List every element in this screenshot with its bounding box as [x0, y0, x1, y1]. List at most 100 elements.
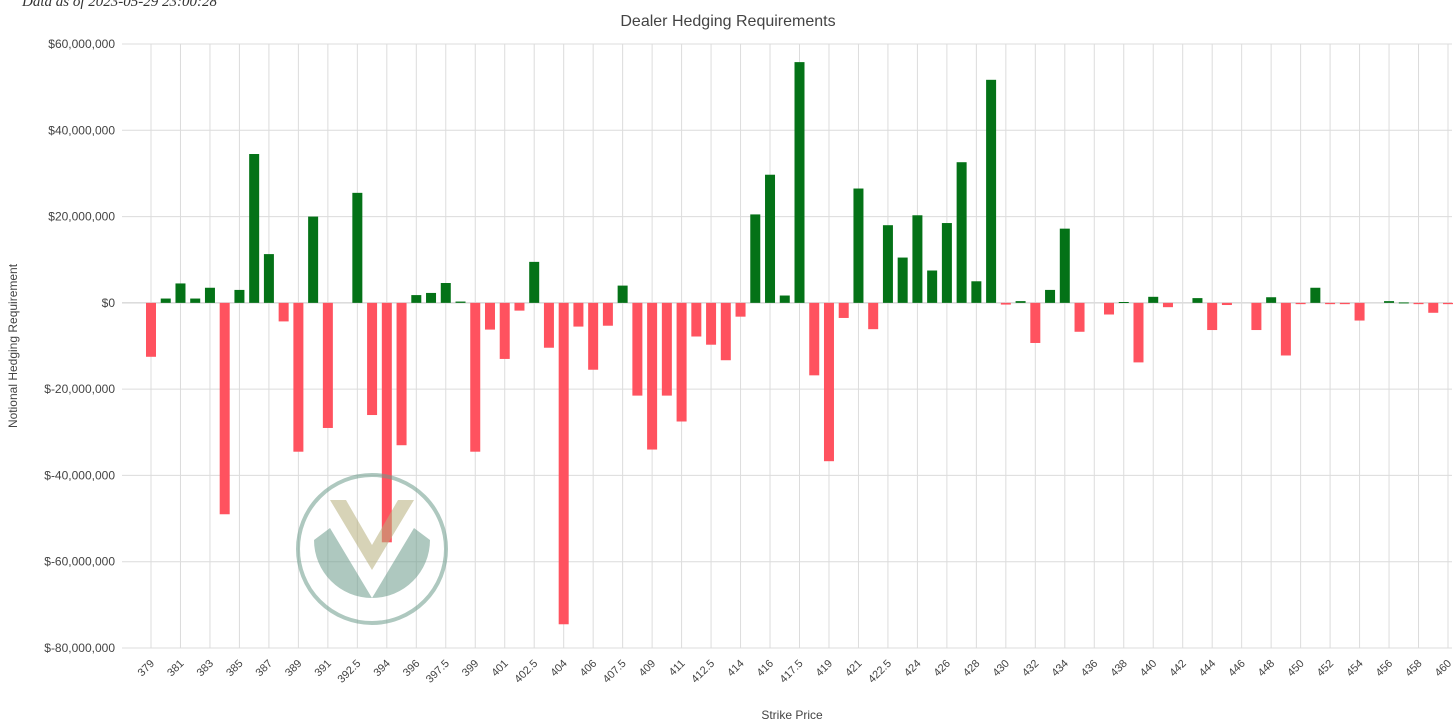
- bar-409: [632, 302, 643, 396]
- x-tick-label: 432: [1020, 658, 1041, 679]
- x-tick-label: 446: [1226, 658, 1247, 679]
- bar-421: [838, 302, 849, 318]
- bar-454: [1339, 302, 1350, 305]
- bar-429: [971, 281, 982, 303]
- x-tick-label: 397.5: [424, 658, 452, 686]
- bar-408: [617, 285, 628, 303]
- y-tick-label: $-20,000,000: [44, 382, 115, 396]
- y-tick-label: $0: [102, 296, 116, 310]
- x-tick-label: 402.5: [512, 658, 540, 686]
- bar-402.5: [514, 302, 525, 311]
- bar-410: [647, 302, 658, 450]
- bar-444: [1192, 298, 1203, 303]
- bar-428: [956, 162, 967, 303]
- x-tick-label: 387: [254, 658, 275, 679]
- bar-405: [558, 302, 569, 625]
- bar-425: [912, 215, 923, 303]
- bar-411: [661, 302, 672, 396]
- x-tick-label: 436: [1079, 658, 1100, 679]
- bar-407.5: [602, 302, 613, 326]
- bar-460: [1428, 302, 1439, 313]
- x-tick-label: 452: [1315, 658, 1336, 679]
- bar-422.5: [868, 302, 879, 330]
- y-tick-label: $-60,000,000: [44, 555, 115, 569]
- bar-399: [455, 301, 466, 303]
- bar-389: [278, 302, 289, 322]
- bar-383: [190, 298, 201, 303]
- bar-404: [543, 302, 554, 348]
- bar-436: [1074, 302, 1085, 332]
- x-tick-label: 409: [637, 658, 658, 679]
- bar-412: [676, 302, 687, 422]
- bar-449: [1266, 297, 1277, 303]
- x-tick-label: 428: [961, 658, 982, 679]
- x-tick-label: 440: [1138, 658, 1159, 679]
- bar-398: [440, 283, 451, 303]
- bar-415: [735, 302, 746, 317]
- bar-403: [529, 261, 540, 303]
- x-tick-label: 430: [990, 658, 1011, 679]
- x-tick-label: 442: [1167, 658, 1188, 679]
- x-tick-label: 411: [667, 658, 688, 679]
- x-tick-label: 389: [283, 658, 304, 679]
- bar-457: [1384, 301, 1395, 303]
- bar-446: [1221, 302, 1232, 306]
- bar-396: [396, 302, 407, 446]
- bar-380: [146, 302, 156, 357]
- bar-416: [750, 214, 761, 303]
- x-tick-label: 460: [1433, 658, 1454, 679]
- y-tick-label: $-80,000,000: [44, 641, 115, 655]
- bar-386: [234, 289, 245, 303]
- x-tick-label: 444: [1197, 658, 1218, 679]
- bar-423: [882, 225, 893, 303]
- bar-413: [706, 302, 717, 345]
- bar-431: [1000, 302, 1011, 305]
- bar-455: [1354, 302, 1365, 321]
- bar-402: [499, 302, 510, 359]
- bar-387: [249, 154, 260, 303]
- bar-461: [1443, 302, 1453, 305]
- bar-442: [1162, 302, 1173, 308]
- x-tick-label: 392.5: [336, 658, 364, 686]
- bar-406: [573, 302, 584, 327]
- y-axis-ticks: $60,000,000 $40,000,000 $20,000,000 $0 $-20,…: [44, 37, 115, 655]
- x-tick-label: 406: [578, 658, 599, 679]
- y-tick-label: $20,000,000: [48, 210, 115, 224]
- bar-400: [470, 302, 481, 452]
- x-tick-label: 385: [224, 658, 245, 679]
- x-tick-label: 426: [932, 658, 953, 679]
- x-tick-label: 419: [814, 658, 835, 679]
- x-tick-label: 407.5: [601, 658, 629, 686]
- bar-433: [1030, 302, 1041, 343]
- bar-385: [219, 302, 230, 515]
- bar-427: [941, 223, 952, 303]
- x-tick-label: 396: [401, 658, 422, 679]
- x-tick-label: 448: [1256, 658, 1277, 679]
- x-tick-label: 438: [1108, 658, 1129, 679]
- bar-445: [1207, 302, 1218, 331]
- bar-401: [484, 302, 495, 330]
- bar-440: [1133, 302, 1144, 363]
- x-tick-label: 416: [755, 658, 776, 679]
- bar-397: [411, 295, 422, 303]
- bar-450: [1280, 302, 1291, 356]
- bar-426: [927, 270, 938, 303]
- bar-432: [1015, 301, 1026, 303]
- x-tick-label: 383: [195, 658, 216, 679]
- bar-422: [853, 188, 864, 303]
- bar-391: [308, 216, 319, 303]
- y-axis-title: Notional Hedging Requirement: [6, 263, 20, 428]
- x-axis-title: Strike Price: [761, 708, 823, 722]
- y-tick-label: $40,000,000: [48, 123, 115, 137]
- x-tick-label: 434: [1049, 658, 1070, 679]
- bar-435: [1059, 228, 1070, 303]
- bar-417: [765, 174, 776, 303]
- bar-448: [1251, 302, 1262, 331]
- bar-407: [588, 302, 599, 370]
- x-tick-label: 458: [1403, 658, 1424, 679]
- x-tick-label: 417.5: [778, 658, 806, 686]
- bar-434: [1045, 289, 1056, 303]
- x-tick-label: 454: [1344, 658, 1365, 679]
- bar-451: [1295, 302, 1306, 305]
